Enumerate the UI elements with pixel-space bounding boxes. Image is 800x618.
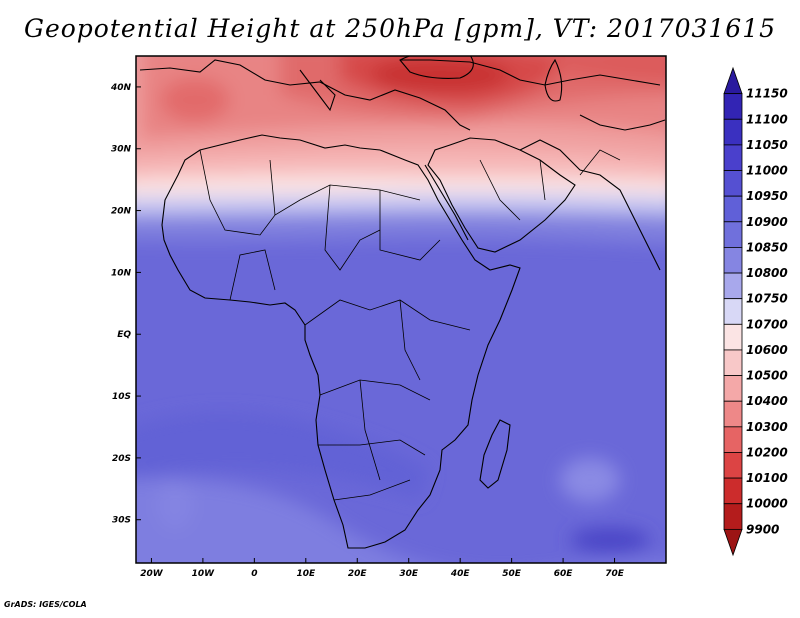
x-tick-label: 0 <box>251 569 257 579</box>
colorbar-label: 10900 <box>746 215 788 229</box>
colorbar-swatch <box>723 503 743 530</box>
x-tick-label: 60E <box>554 569 574 579</box>
colorbar-label: 10500 <box>746 369 788 383</box>
colorbar-swatch <box>723 298 743 325</box>
colorbar-label: 11100 <box>746 112 788 126</box>
colorbar-swatch <box>723 375 743 402</box>
x-tick-label: 50E <box>502 569 522 579</box>
y-tick-label: 30N <box>111 145 132 155</box>
colorbar-swatch <box>723 93 743 120</box>
colorbar-swatch <box>723 452 743 479</box>
colorbar-label: 10950 <box>746 189 788 203</box>
x-tick-label: 20W <box>140 569 164 579</box>
x-tick-label: 70E <box>605 569 625 579</box>
colorbar: 11150 11100 11050 11000 10950 10900 10850 10800… <box>723 66 788 557</box>
colorbar-label: 10600 <box>746 343 788 357</box>
colorbar-swatch <box>723 118 743 146</box>
colorbar-label: 10200 <box>746 445 788 459</box>
colorbar-label: 10400 <box>746 394 788 408</box>
x-tick-label: 10W <box>192 569 216 579</box>
colorbar-swatch <box>723 349 743 376</box>
y-tick-label: 10N <box>111 268 132 278</box>
colorbar-label: 10850 <box>746 240 788 254</box>
y-tick-label: 40N <box>110 83 132 93</box>
colorbar-swatch <box>723 170 743 197</box>
colorbar-swatch <box>723 66 743 95</box>
colorbar-label: 10100 <box>746 471 788 485</box>
colorbar-swatch <box>723 195 743 223</box>
colorbar-label: 10000 <box>746 497 788 511</box>
colorbar-label: 11050 <box>746 138 788 152</box>
coastlines <box>139 56 666 549</box>
y-tick-label: 30S <box>112 516 131 526</box>
y-tick-label: 20S <box>112 454 131 464</box>
colorbar-label: 9900 <box>746 522 779 536</box>
axis-ticks: 20W 10W 0 10E 20E 30E 40E 50E 60E 70E 40N 30N 20N 10N… <box>110 83 625 579</box>
x-tick-label: 10E <box>296 569 316 579</box>
colorbar-label: 10300 <box>746 420 788 434</box>
colorbar-label: 11000 <box>746 164 788 178</box>
x-tick-label: 40E <box>450 569 471 579</box>
colorbar-swatch <box>723 400 743 428</box>
colorbar-label: 11150 <box>746 87 788 101</box>
y-tick-label: 10S <box>112 392 131 402</box>
credit-text: GrADS: IGES/COLA <box>4 600 87 609</box>
colorbar-swatch <box>723 247 743 274</box>
colorbar-label: 10700 <box>746 317 788 331</box>
x-tick-label: 30E <box>399 569 419 579</box>
colorbar-swatch <box>723 426 743 453</box>
colorbar-label: 10800 <box>746 266 788 280</box>
plot-frame <box>135 55 667 564</box>
y-tick-label: 20N <box>111 207 132 217</box>
map-title: Geopotential Height at 250hPa [gpm], VT:… <box>23 14 777 43</box>
colorbar-swatch <box>723 528 743 557</box>
colorbar-swatch <box>723 477 743 505</box>
borders <box>199 149 621 501</box>
height-field <box>136 56 666 563</box>
colorbar-swatch <box>723 144 743 171</box>
colorbar-swatch <box>723 221 743 248</box>
colorbar-swatch <box>723 323 743 351</box>
colorbar-swatch <box>723 272 743 300</box>
colorbar-label: 10750 <box>746 292 788 306</box>
x-tick-label: 20E <box>348 569 368 579</box>
y-tick-label: EQ <box>117 330 131 340</box>
